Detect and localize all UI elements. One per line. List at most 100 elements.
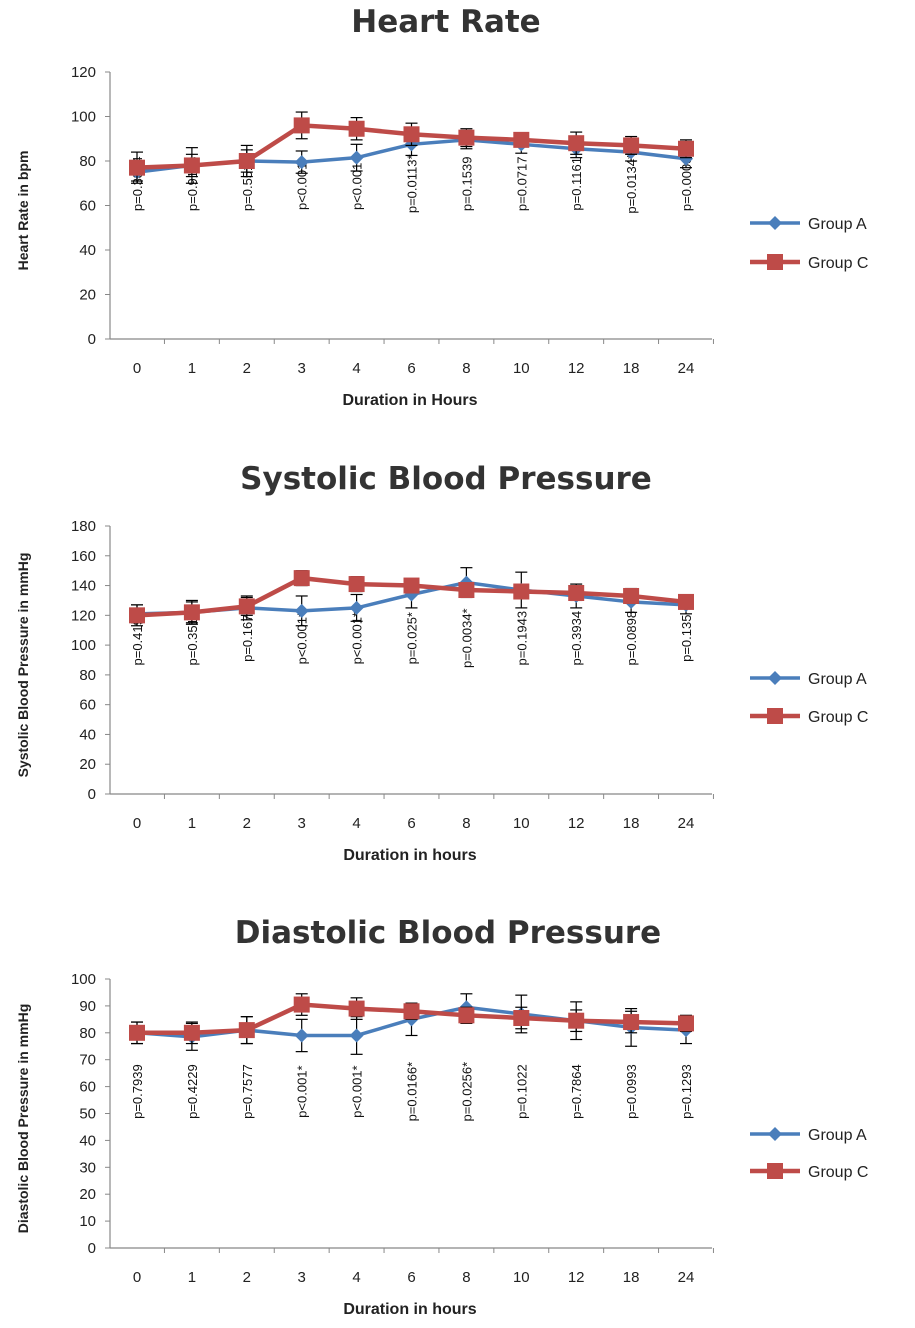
y-tick-label: 90 xyxy=(79,998,96,1015)
y-tick-label: 40 xyxy=(79,242,96,259)
y-tick-label: 0 xyxy=(88,331,96,348)
y-tick-label: 40 xyxy=(79,1132,96,1149)
x-tick-label: 10 xyxy=(513,360,530,377)
legend-marker xyxy=(768,671,782,685)
x-tick-label: 12 xyxy=(568,815,585,832)
x-tick-label: 0 xyxy=(133,360,141,377)
data-point xyxy=(348,576,365,593)
data-point xyxy=(513,1010,530,1027)
p-value-label: p=0.0898 xyxy=(624,611,639,666)
legend-entry: Group C xyxy=(750,1163,868,1181)
data-point xyxy=(403,126,420,143)
x-tick-label: 0 xyxy=(133,1269,141,1286)
data-point xyxy=(458,129,475,146)
data-point xyxy=(294,603,309,618)
x-tick-label: 3 xyxy=(298,1269,306,1286)
data-point xyxy=(348,120,365,137)
x-axis-title: Duration in Hours xyxy=(342,392,477,409)
x-tick-label: 24 xyxy=(678,360,695,377)
p-value-label: p=0.1022 xyxy=(514,1064,529,1119)
chart-title: Diastolic Blood Pressure xyxy=(235,915,661,951)
legend-label: Group C xyxy=(808,1164,868,1181)
data-point xyxy=(458,582,475,599)
data-point xyxy=(513,583,530,600)
data-point xyxy=(678,140,694,157)
y-tick-label: 70 xyxy=(79,1052,96,1069)
x-tick-label: 2 xyxy=(243,1269,251,1286)
x-tick-label: 24 xyxy=(678,815,695,832)
p-value-label: p=0.1943 xyxy=(514,611,529,666)
legend-entry: Group C xyxy=(750,708,868,726)
data-point xyxy=(129,159,145,176)
legend-entry: Group A xyxy=(750,1127,867,1144)
chart-title: Heart Rate xyxy=(351,4,540,40)
y-axis-title: Heart Rate in bpm xyxy=(15,151,31,271)
data-point xyxy=(293,570,310,587)
data-point xyxy=(349,600,364,615)
p-value-label: p<0.001* xyxy=(295,1065,310,1117)
y-tick-label: 100 xyxy=(71,971,96,988)
y-tick-label: 30 xyxy=(79,1159,96,1176)
x-tick-label: 6 xyxy=(407,815,415,832)
y-tick-label: 20 xyxy=(79,756,96,773)
p-value-label: p=0.1161 xyxy=(569,157,584,211)
legend-label: Group C xyxy=(808,709,868,726)
data-point xyxy=(403,1003,420,1020)
series-group-c xyxy=(129,570,694,627)
data-point xyxy=(403,577,420,594)
p-value-label: p=0.167 xyxy=(240,615,255,662)
y-tick-label: 0 xyxy=(88,1240,96,1257)
data-point xyxy=(238,598,255,615)
x-tick-label: 1 xyxy=(188,1269,196,1286)
p-value-label: p<0.001* xyxy=(350,612,365,664)
data-point xyxy=(349,150,364,165)
y-tick-label: 40 xyxy=(79,726,96,743)
x-tick-label: 24 xyxy=(678,1269,695,1286)
x-tick-label: 2 xyxy=(243,360,251,377)
data-point xyxy=(293,996,310,1013)
x-axis-title: Duration in hours xyxy=(343,847,476,864)
data-point xyxy=(183,1024,200,1041)
p-value-label: p=0.135 xyxy=(679,615,694,662)
p-value-label: p=0.4229 xyxy=(185,1064,200,1119)
data-point xyxy=(458,1007,475,1024)
chart-2: Systolic Blood Pressure02040608010012014… xyxy=(15,461,868,864)
y-tick-label: 0 xyxy=(88,786,96,803)
p-value-label: p=0.1293 xyxy=(679,1064,694,1119)
x-tick-label: 4 xyxy=(352,1269,360,1286)
x-tick-label: 4 xyxy=(352,815,360,832)
x-tick-label: 3 xyxy=(298,815,306,832)
data-point xyxy=(349,1028,364,1043)
data-point xyxy=(183,157,200,174)
x-axis-title: Duration in hours xyxy=(343,1301,476,1318)
legend-entry: Group C xyxy=(750,254,868,272)
x-tick-label: 12 xyxy=(568,1269,585,1286)
data-point xyxy=(623,1014,640,1031)
x-tick-label: 8 xyxy=(462,360,470,377)
series-group-c xyxy=(129,993,694,1045)
y-tick-label: 180 xyxy=(71,518,96,535)
y-tick-label: 50 xyxy=(79,1106,96,1123)
chart-3: Diastolic Blood Pressure0102030405060708… xyxy=(15,915,868,1318)
p-value-label: p=0.025* xyxy=(405,612,420,664)
x-tick-label: 8 xyxy=(462,815,470,832)
data-point xyxy=(568,135,585,152)
x-tick-label: 0 xyxy=(133,815,141,832)
p-value-label: p=0.0003 xyxy=(679,157,694,212)
y-tick-label: 60 xyxy=(79,198,96,215)
p-value-label: p=0.0717 xyxy=(514,157,529,212)
data-point xyxy=(129,1024,145,1041)
p-value-label: p<0.001* xyxy=(295,612,310,664)
y-tick-label: 80 xyxy=(79,1025,96,1042)
x-tick-label: 4 xyxy=(352,360,360,377)
y-tick-label: 80 xyxy=(79,667,96,684)
data-point xyxy=(129,607,145,624)
p-value-label: p=0.7577 xyxy=(240,1064,255,1119)
data-point xyxy=(678,1015,694,1032)
y-tick-label: 10 xyxy=(79,1213,96,1230)
legend-label: Group A xyxy=(808,671,867,688)
data-point xyxy=(623,137,640,154)
